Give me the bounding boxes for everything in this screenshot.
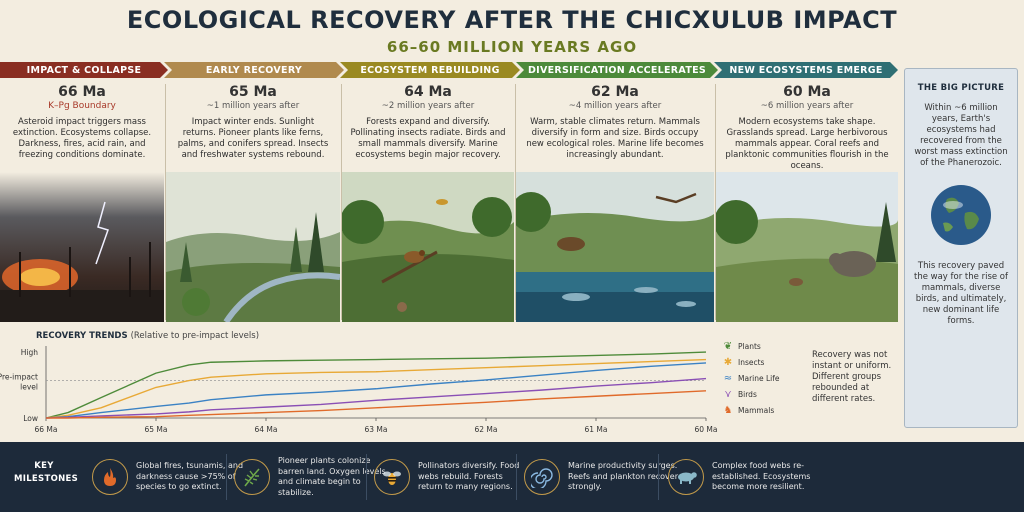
chart-title-text: RECOVERY TRENDS [36,331,128,341]
milestone-text: Marine productivity surges. Reefs and pl… [568,461,678,492]
ammonite-icon [524,459,560,495]
mammal-icon: ♞ [723,404,733,416]
stage-banner-new-ecosystems: NEW ECOSYSTEMS EMERGE [714,62,898,78]
x-tick-label: 61 Ma [585,425,608,434]
big-picture-title: THE BIG PICTURE [917,83,1005,93]
wave-icon: ≈ [723,372,733,384]
panel-divider [165,84,166,320]
milestone-text: Global fires, tsunamis, and darkness cau… [136,461,244,492]
fern-icon [234,459,270,495]
x-tick-label: 60 Ma [695,425,718,434]
stage-date: 65 Ma [229,84,277,100]
milestone-divider [658,454,659,500]
stage-subtitle: K–Pg Boundary [48,101,116,111]
stage-panel-diversification: 62 Ma ~4 million years after Warm, stabl… [516,80,714,322]
stage-panel-impact: 66 Ma K–Pg Boundary Asteroid impact trig… [0,80,164,322]
stage-description: Asteroid impact triggers mass extinction… [12,117,152,160]
milestone-divider [366,454,367,500]
milestone-text: Pollinators diversify. Food webs rebuild… [418,461,520,492]
stage-panel-new-ecosystems: 60 Ma ~6 million years after Modern ecos… [716,80,898,322]
x-tick-label: 63 Ma [365,425,388,434]
stage-date: 66 Ma [58,84,106,100]
panel-divider [341,84,342,320]
milestone-item: Pioneer plants colonize barren land. Oxy… [234,450,388,504]
y-tick-label: level [20,383,38,392]
legend-item-mammals: ♞ Mammals [722,402,780,418]
leaf-icon: ❦ [723,340,733,352]
chart-title: RECOVERY TRENDS (Relative to pre-impact … [36,331,259,341]
stage-panel-rebuilding: 64 Ma ~2 million years after Forests exp… [342,80,514,322]
early-recovery-scene-illustration [166,172,340,322]
milestone-divider [226,454,227,500]
legend-item-birds: ⋎ Birds [722,386,780,402]
milestone-item: Marine productivity surges. Reefs and pl… [524,450,678,504]
legend-label: Birds [738,389,757,399]
legend-item-plants: ❦ Plants [722,338,780,354]
stage-subtitle: ~2 million years after [381,101,475,111]
stage-subtitle: ~1 million years after [206,101,300,111]
legend-item-insects: ✱ Insects [722,354,780,370]
stage-panel-early-recovery: 65 Ma ~1 million years after Impact wint… [166,80,340,322]
impact-scene-illustration [0,172,164,322]
y-tick-label: High [21,348,38,357]
stage-banner-impact: IMPACT & COLLAPSE [0,62,168,78]
series-line-birds [45,377,707,419]
series-line-insects [45,358,707,419]
x-tick-label: 64 Ma [255,425,278,434]
bird-icon: ⋎ [724,388,732,400]
panel-divider [715,84,716,320]
mammal-icon [668,459,704,495]
big-picture-text: Within ~6 million years, Earth's ecosyst… [914,103,1008,168]
milestones-label: KEY MILESTONES [14,461,79,484]
fire-icon [92,459,128,495]
stage-description: Modern ecosystems take shape. Grasslands… [725,117,889,171]
series-line-mammals [46,390,707,419]
y-tick-label: Pre-impact [0,373,38,382]
milestone-divider [516,454,517,500]
page-title: ECOLOGICAL RECOVERY AFTER THE CHICXULUB … [126,6,898,34]
series-line-plants [45,351,707,419]
stage-subtitle: ~6 million years after [760,101,854,111]
stage-description: Impact winter ends. Sunlight returns. Pi… [177,117,329,160]
bee-icon [374,459,410,495]
rebuilding-scene-illustration [342,172,514,322]
stage-description: Forests expand and diversify. Pollinatin… [350,117,506,160]
page-subtitle: 66–60 MILLION YEARS AGO [386,38,638,56]
legend-label: Plants [738,341,761,351]
x-tick-label: 66 Ma [35,425,58,434]
chart-title-note: (Relative to pre-impact levels) [130,331,260,341]
chart-legend: ❦ Plants ✱ Insects ≈ Marine Life ⋎ Birds ♞ Mammal… [722,338,780,418]
milestone-item: Global fires, tsunamis, and darkness cau… [92,450,246,504]
legend-label: Insects [738,357,765,367]
x-tick-label: 62 Ma [475,425,498,434]
stage-banner-rebuilding: ECOSYSTEM REBUILDING [340,62,520,78]
panel-divider [515,84,516,320]
y-tick-label: Low [23,414,38,423]
x-tick-label: 65 Ma [145,425,168,434]
big-picture-panel: THE BIG PICTURE Within ~6 million years,… [904,68,1018,428]
milestone-text: Pioneer plants colonize barren land. Oxy… [278,456,386,497]
key-milestones-bar: KEY MILESTONES Global fires, tsunamis, a… [0,442,1024,512]
stage-date: 60 Ma [783,84,831,100]
stage-date: 62 Ma [591,84,639,100]
stage-banner-early-recovery: EARLY RECOVERY [164,62,344,78]
legend-label: Marine Life [738,373,780,383]
stage-description: Warm, stable climates return. Mammals di… [526,117,704,160]
stage-date: 64 Ma [404,84,452,100]
legend-label: Mammals [738,405,775,415]
milestone-item: Complex food webs re-established. Ecosys… [668,450,822,504]
chart-sidenote: Recovery was not instant or uniform. Dif… [812,350,892,404]
bee-icon: ✱ [723,356,733,368]
globe-icon [931,185,991,245]
stage-banner-diversification: DIVERSIFICATION ACCELERATES [516,62,718,78]
legend-item-marine-life: ≈ Marine Life [722,370,780,386]
milestone-item: Pollinators diversify. Food webs rebuild… [374,450,528,504]
big-picture-conclusion: This recovery paved the way for the rise… [914,261,1008,326]
series-line-marine-life [45,362,707,419]
diversification-scene-illustration [516,172,714,322]
milestone-text: Complex food webs re-established. Ecosys… [712,461,811,492]
new-ecosystems-scene-illustration [716,172,898,322]
stage-subtitle: ~4 million years after [568,101,662,111]
